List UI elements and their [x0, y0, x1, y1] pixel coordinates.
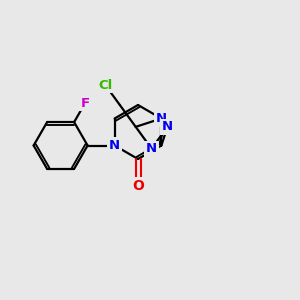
Text: N: N — [156, 112, 167, 125]
Text: O: O — [132, 179, 144, 193]
Text: Cl: Cl — [98, 79, 113, 92]
Text: N: N — [109, 139, 120, 152]
Text: F: F — [80, 97, 89, 110]
Text: N: N — [146, 142, 157, 155]
Text: N: N — [162, 120, 173, 133]
